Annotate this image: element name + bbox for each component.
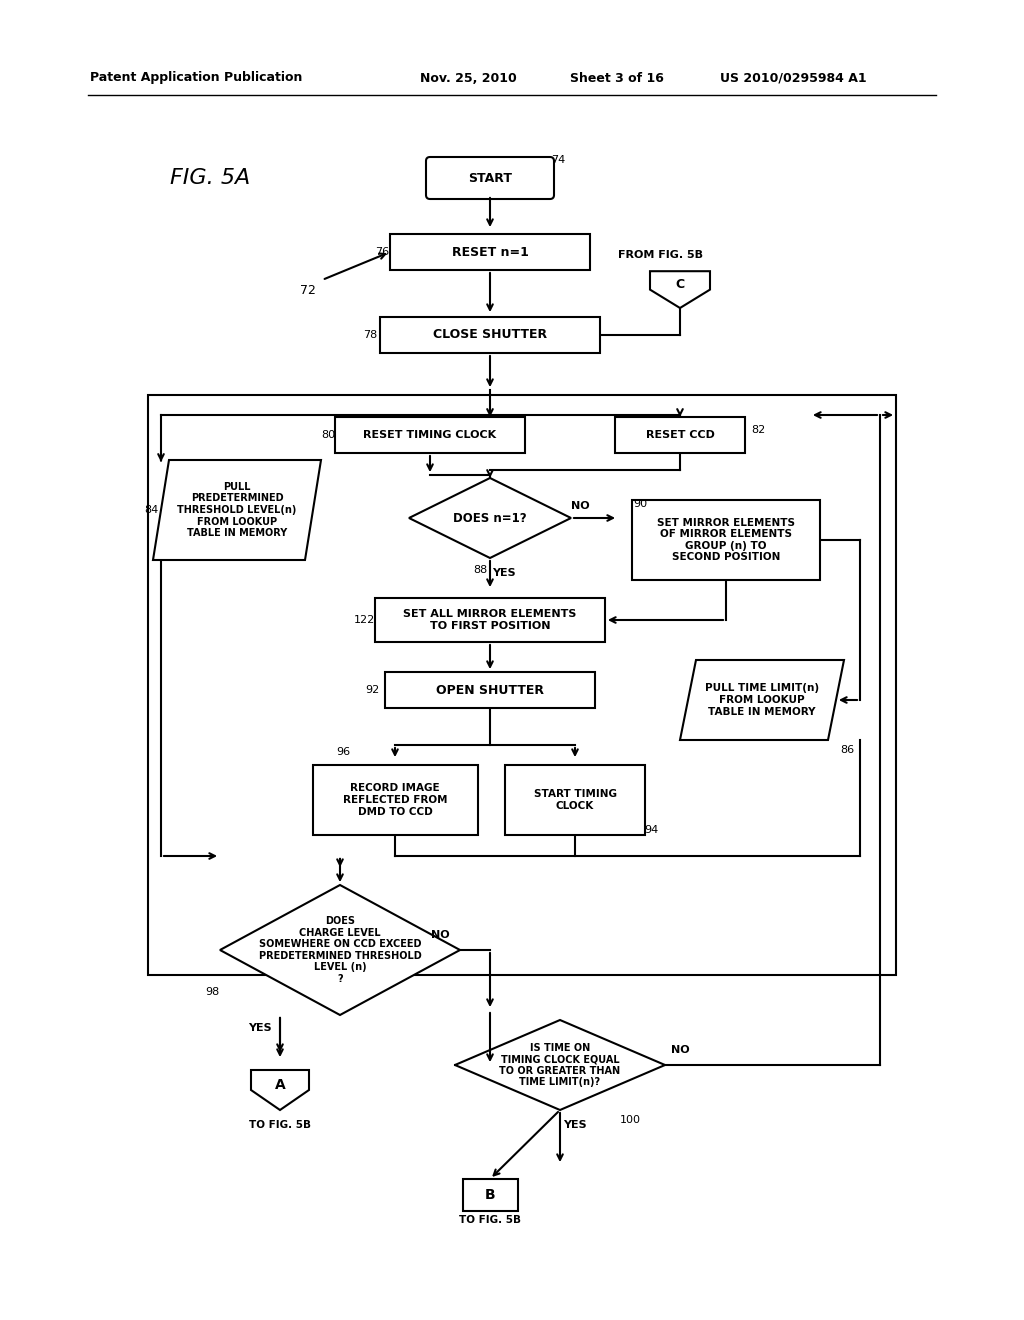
Bar (615, 417, 745, 453)
Polygon shape (455, 1020, 665, 1110)
Text: 86: 86 (840, 744, 854, 755)
Bar (312, 766, 477, 836)
Polygon shape (409, 478, 571, 558)
Text: PULL
PREDETERMINED
THRESHOLD LEVEL(n)
FROM LOOKUP
TABLE IN MEMORY: PULL PREDETERMINED THRESHOLD LEVEL(n) FR… (177, 482, 297, 539)
Text: FROM FIG. 5B: FROM FIG. 5B (617, 249, 702, 260)
Text: START: START (468, 172, 512, 185)
Text: Nov. 25, 2010: Nov. 25, 2010 (420, 71, 517, 84)
Text: Patent Application Publication: Patent Application Publication (90, 71, 302, 84)
Text: NO: NO (671, 1045, 689, 1055)
Text: 122: 122 (353, 615, 375, 624)
Polygon shape (680, 660, 844, 741)
Text: 88: 88 (473, 565, 487, 576)
Text: 72: 72 (300, 284, 316, 297)
Text: SET ALL MIRROR ELEMENTS
TO FIRST POSITION: SET ALL MIRROR ELEMENTS TO FIRST POSITIO… (403, 610, 577, 631)
Text: TO FIG. 5B: TO FIG. 5B (459, 1214, 521, 1225)
Bar (148, 395, 896, 975)
Text: 80: 80 (321, 430, 335, 440)
Polygon shape (251, 1071, 309, 1110)
Text: C: C (676, 279, 685, 292)
Bar (375, 598, 605, 642)
Bar (335, 417, 525, 453)
Text: 76: 76 (375, 247, 389, 257)
Text: DOES n=1?: DOES n=1? (454, 511, 526, 524)
Text: START TIMING
CLOCK: START TIMING CLOCK (534, 789, 616, 810)
Bar (632, 500, 820, 579)
Text: IS TIME ON
TIMING CLOCK EQUAL
TO OR GREATER THAN
TIME LIMIT(n)?: IS TIME ON TIMING CLOCK EQUAL TO OR GREA… (500, 1043, 621, 1088)
Text: 74: 74 (551, 154, 565, 165)
Text: 98: 98 (205, 987, 219, 997)
Text: RESET CCD: RESET CCD (645, 430, 715, 440)
FancyBboxPatch shape (426, 157, 554, 199)
Text: RECORD IMAGE
REFLECTED FROM
DMD TO CCD: RECORD IMAGE REFLECTED FROM DMD TO CCD (343, 783, 447, 817)
Text: 100: 100 (620, 1115, 640, 1125)
Text: 90: 90 (633, 499, 647, 510)
Text: TO FIG. 5B: TO FIG. 5B (249, 1119, 311, 1130)
Text: 92: 92 (365, 685, 379, 696)
Text: NO: NO (570, 502, 590, 511)
Text: 94: 94 (644, 825, 658, 836)
Text: YES: YES (563, 1119, 587, 1130)
Text: 96: 96 (336, 747, 350, 756)
Text: YES: YES (248, 1023, 271, 1034)
Text: NO: NO (431, 931, 450, 940)
Text: 82: 82 (751, 425, 765, 436)
Bar (505, 766, 645, 836)
Text: RESET n=1: RESET n=1 (452, 246, 528, 259)
Polygon shape (650, 271, 710, 308)
Text: B: B (484, 1188, 496, 1203)
Text: 78: 78 (362, 330, 377, 341)
Text: CLOSE SHUTTER: CLOSE SHUTTER (433, 329, 547, 342)
Text: US 2010/0295984 A1: US 2010/0295984 A1 (720, 71, 866, 84)
Bar (380, 317, 600, 352)
Text: PULL TIME LIMIT(n)
FROM LOOKUP
TABLE IN MEMORY: PULL TIME LIMIT(n) FROM LOOKUP TABLE IN … (705, 684, 819, 717)
Text: A: A (274, 1078, 286, 1092)
Text: RESET TIMING CLOCK: RESET TIMING CLOCK (364, 430, 497, 440)
Text: SET MIRROR ELEMENTS
OF MIRROR ELEMENTS
GROUP (n) TO
SECOND POSITION: SET MIRROR ELEMENTS OF MIRROR ELEMENTS G… (657, 517, 795, 562)
Text: 84: 84 (144, 506, 158, 515)
Bar (385, 672, 595, 708)
Polygon shape (153, 459, 321, 560)
Text: DOES
CHARGE LEVEL
SOMEWHERE ON CCD EXCEED
PREDETERMINED THRESHOLD
LEVEL (n)
?: DOES CHARGE LEVEL SOMEWHERE ON CCD EXCEE… (259, 916, 421, 983)
Text: OPEN SHUTTER: OPEN SHUTTER (436, 684, 544, 697)
Polygon shape (220, 884, 460, 1015)
Text: Sheet 3 of 16: Sheet 3 of 16 (570, 71, 664, 84)
Bar (463, 1179, 517, 1210)
Text: FIG. 5A: FIG. 5A (170, 168, 250, 187)
Bar (390, 234, 590, 271)
Text: YES: YES (493, 568, 516, 578)
